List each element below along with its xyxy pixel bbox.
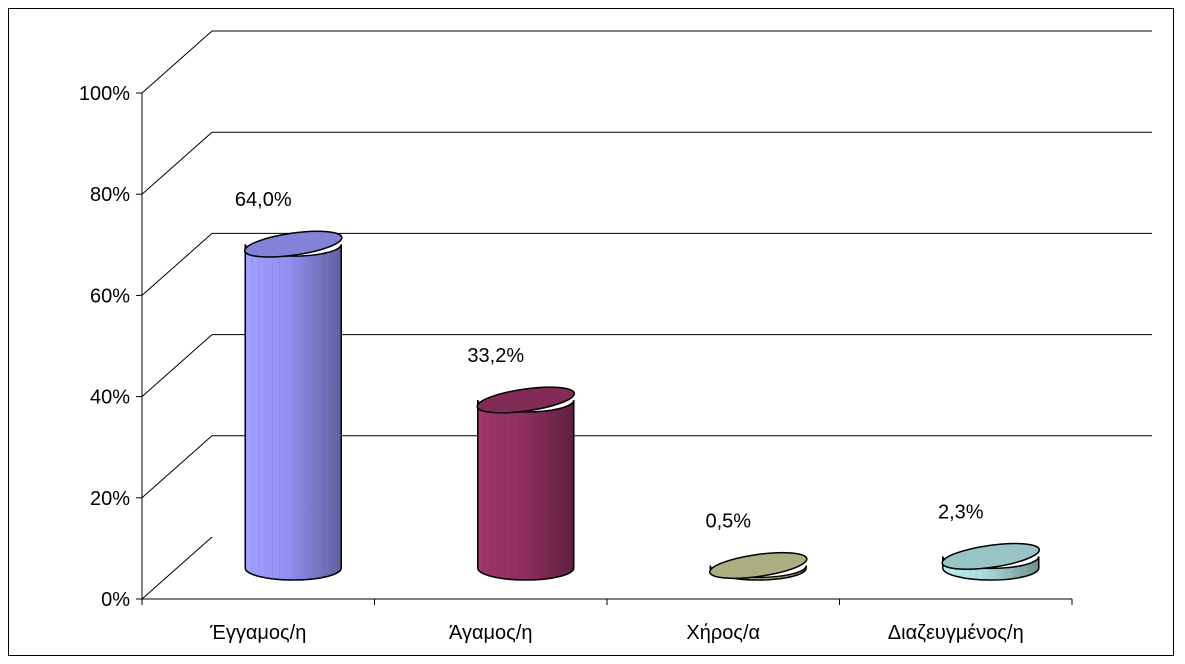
y-tick-label: 60% [90, 285, 130, 307]
bar-top [708, 551, 808, 580]
gridline-depth [141, 30, 213, 94]
category-label: Έγγαμος/η [209, 622, 306, 644]
data-label: 2,3% [938, 501, 984, 523]
bars [243, 230, 1041, 581]
category-label: Χήρος/α [686, 622, 760, 644]
y-tick-label: 20% [90, 488, 130, 510]
bar-1 [243, 230, 343, 581]
axes [136, 92, 1073, 605]
bar-3 [708, 551, 808, 581]
gridline-depth [141, 131, 213, 195]
category-label: Άγαμος/η [449, 622, 533, 644]
y-tick-labels: 0% 20% 40% 60% 80% 100% [79, 83, 130, 611]
data-labels: 64,0% 33,2% 0,5% 2,3% [235, 189, 984, 532]
bar-ribs [484, 406, 568, 580]
bar-top [243, 230, 343, 258]
y-tick-label: 80% [90, 184, 130, 206]
data-label: 0,5% [705, 510, 751, 532]
bar-2 [476, 386, 576, 581]
gridline-depth [141, 334, 213, 397]
gridlines [141, 30, 1152, 600]
gridline-depth [141, 536, 213, 600]
gridline-depth [141, 233, 213, 296]
category-label: Διαζευγμένος/η [888, 622, 1024, 644]
bar-top [941, 542, 1041, 570]
y-tick-label: 0% [101, 589, 130, 611]
bar-ribs [251, 250, 335, 580]
bar-4 [941, 542, 1041, 581]
category-labels: Έγγαμος/η Άγαμος/η Χήρος/α Διαζευγμένος/η [209, 622, 1024, 644]
data-label: 33,2% [467, 345, 524, 367]
data-label: 64,0% [235, 189, 292, 211]
y-tick-label: 100% [79, 83, 130, 105]
gridline-depth [141, 435, 213, 499]
y-tick-label: 40% [90, 387, 130, 409]
bar-top [476, 386, 576, 414]
